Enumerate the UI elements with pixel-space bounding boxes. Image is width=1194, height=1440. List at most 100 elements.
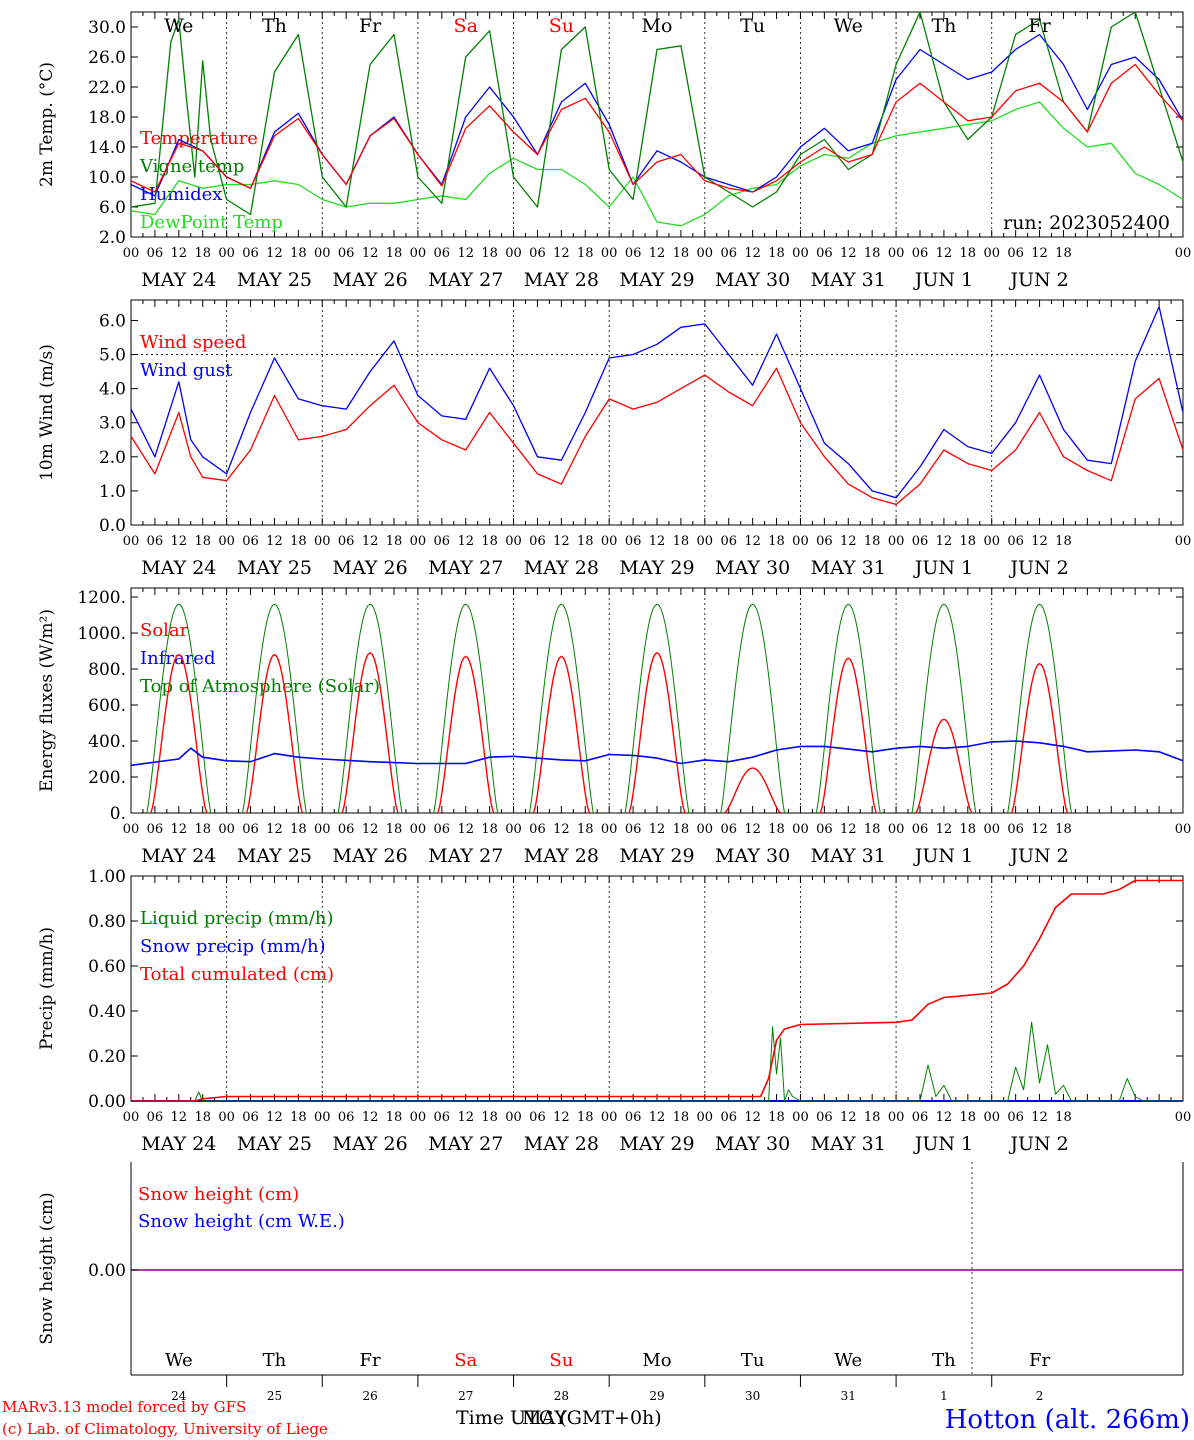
hour-tick-label: 00	[697, 1110, 714, 1125]
hour-tick-label: 00	[314, 534, 331, 549]
y-tick-label: 0.80	[88, 912, 126, 932]
legend-snow-precip-mm-h: Snow precip (mm/h)	[140, 936, 326, 957]
y-tick-label: 0.0	[99, 516, 126, 536]
day-number-label: 1	[940, 1389, 948, 1403]
hour-tick-label: 18	[194, 246, 211, 261]
hour-tick-label: 00	[123, 1110, 140, 1125]
day-name-label: Th	[932, 1350, 956, 1371]
hour-tick-label: 06	[147, 1110, 164, 1125]
date-label: MAY 31	[811, 1133, 886, 1155]
day-number-label: 25	[267, 1389, 282, 1403]
hour-tick-label: 18	[481, 1110, 498, 1125]
hour-tick-label: 18	[481, 246, 498, 261]
hour-tick-label: 06	[434, 1110, 451, 1125]
date-label: MAY 24	[141, 557, 216, 579]
y-tick-label: 200.	[88, 768, 126, 788]
hour-tick-label: 00	[314, 246, 331, 261]
day-name-label: Su	[549, 15, 574, 37]
hour-tick-label: 12	[553, 246, 570, 261]
series-dewpoint-temp	[130, 101, 1184, 227]
hour-tick-label: 12	[457, 822, 474, 837]
legend-infrared: Infrared	[140, 648, 215, 669]
date-label: MAY 28	[524, 557, 599, 579]
day-number-label: 2	[1036, 1389, 1044, 1403]
day-name-label: Fr	[359, 15, 382, 37]
hour-tick-label: 12	[649, 246, 666, 261]
hour-tick-label: 00	[314, 822, 331, 837]
date-label: MAY 31	[811, 269, 886, 291]
series-solar-day	[915, 718, 973, 814]
series-top-of-atmosphere-day	[1007, 603, 1072, 814]
hour-tick-label: 00	[792, 822, 809, 837]
date-label: MAY 31	[811, 845, 886, 867]
hour-tick-label: 00	[314, 1110, 331, 1125]
hour-tick-label: 06	[1007, 822, 1024, 837]
hour-tick-label: 12	[362, 246, 379, 261]
y-tick-label: 10.0	[88, 168, 126, 188]
hour-tick-label: 06	[434, 822, 451, 837]
hour-tick-label: 12	[936, 534, 953, 549]
hour-tick-label: 00	[697, 534, 714, 549]
day-number-label: 31	[841, 1389, 856, 1403]
hour-tick-label: 06	[625, 1110, 642, 1125]
hour-tick-label: 12	[171, 246, 188, 261]
hour-tick-label: 18	[386, 822, 403, 837]
hour-tick-label: 12	[649, 822, 666, 837]
y-tick-label: 0.40	[88, 1002, 126, 1022]
series-solar-day	[532, 655, 590, 814]
hour-tick-label: 06	[242, 534, 259, 549]
hour-tick-label: 18	[194, 822, 211, 837]
day-number-label: 27	[458, 1389, 473, 1403]
date-label: JUN 2	[1008, 1133, 1068, 1155]
hour-tick-label: 06	[625, 822, 642, 837]
date-label: JUN 2	[1008, 845, 1068, 867]
hour-tick-label: 00	[983, 246, 1000, 261]
hour-tick-label: 18	[194, 534, 211, 549]
hour-tick-label: 06	[147, 822, 164, 837]
hour-tick-label: 06	[816, 246, 833, 261]
y-tick-label: 1000.	[77, 624, 126, 644]
hour-tick-label: 06	[242, 822, 259, 837]
y-tick-label: 0.	[110, 804, 126, 824]
hour-tick-label: 18	[768, 246, 785, 261]
hour-tick-label: 00	[983, 534, 1000, 549]
y-tick-label: 3.0	[99, 414, 126, 434]
hour-tick-label: 12	[266, 534, 283, 549]
hour-tick-label: 00	[601, 246, 618, 261]
series-top-of-atmosphere-day	[146, 603, 212, 814]
date-label: MAY 24	[141, 269, 216, 291]
hour-tick-label: 12	[553, 534, 570, 549]
day-name-label: Mo	[642, 15, 673, 37]
hour-tick-label: 18	[386, 1110, 403, 1125]
hour-tick-label: 06	[912, 246, 929, 261]
hour-tick-label: 12	[362, 1110, 379, 1125]
day-name-label: Sa	[454, 1350, 477, 1371]
y-axis-label: Precip (mm/h)	[37, 927, 57, 1050]
y-tick-label: 0.20	[88, 1047, 126, 1067]
hour-tick-label: 00	[983, 1110, 1000, 1125]
day-name-label: We	[165, 1350, 193, 1371]
hour-tick-label: 06	[912, 534, 929, 549]
hour-tick-label: 00	[601, 1110, 618, 1125]
hour-tick-label: 12	[266, 822, 283, 837]
series-solar-day	[1011, 662, 1069, 814]
hour-tick-label: 06	[912, 822, 929, 837]
date-label: MAY 30	[715, 1133, 790, 1155]
hour-tick-label: 06	[529, 822, 546, 837]
y-axis-label: Energy fluxes (W/m²)	[37, 609, 57, 792]
hour-tick-label: 00	[505, 534, 522, 549]
hour-tick-label: 00	[1175, 246, 1192, 261]
plot-frame	[130, 587, 1184, 814]
hour-tick-label: 06	[912, 1110, 929, 1125]
hour-tick-label: 12	[744, 534, 761, 549]
hour-tick-label: 12	[1031, 1110, 1048, 1125]
hour-tick-label: 12	[457, 1110, 474, 1125]
series-solar-day	[724, 767, 782, 814]
hour-tick-label: 18	[864, 534, 881, 549]
day-name-label: Mo	[642, 1350, 671, 1371]
hour-tick-label: 12	[171, 534, 188, 549]
hour-tick-label: 06	[1007, 534, 1024, 549]
footer-lab-line: (c) Lab. of Climatology, University of L…	[2, 1420, 328, 1438]
hour-tick-label: 18	[481, 822, 498, 837]
legend-wind-gust: Wind gust	[140, 360, 233, 381]
